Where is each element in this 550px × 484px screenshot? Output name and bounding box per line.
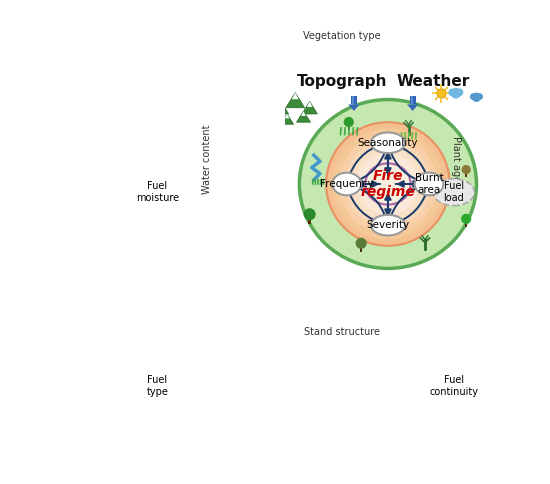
Circle shape (451, 88, 461, 99)
Circle shape (304, 208, 316, 220)
Text: Seasonality: Seasonality (358, 138, 418, 148)
Circle shape (351, 147, 425, 221)
Text: Weather: Weather (397, 74, 470, 89)
Ellipse shape (371, 133, 405, 153)
Text: Fuel
continuity: Fuel continuity (430, 375, 478, 396)
Circle shape (437, 89, 446, 98)
Text: Fuel
type: Fuel type (146, 375, 168, 396)
Text: Fire
regime: Fire regime (361, 169, 415, 199)
Circle shape (332, 128, 443, 240)
Circle shape (448, 89, 456, 96)
Text: Water content: Water content (202, 124, 212, 194)
Bar (348, 124, 350, 130)
Circle shape (474, 92, 480, 99)
Text: Fuel
load: Fuel load (443, 182, 464, 203)
Text: Frequency: Frequency (320, 179, 373, 189)
Circle shape (345, 141, 431, 227)
Circle shape (461, 214, 471, 224)
Ellipse shape (299, 100, 476, 269)
Circle shape (476, 93, 483, 100)
Circle shape (452, 88, 459, 95)
Text: Fuel
moisture: Fuel moisture (136, 182, 179, 203)
Polygon shape (301, 111, 306, 116)
Ellipse shape (415, 173, 443, 196)
Circle shape (338, 135, 437, 233)
Ellipse shape (371, 215, 405, 235)
Ellipse shape (433, 372, 475, 399)
Ellipse shape (332, 173, 361, 196)
Polygon shape (348, 105, 360, 111)
Circle shape (356, 238, 367, 249)
Circle shape (326, 122, 450, 246)
Polygon shape (280, 114, 294, 124)
Circle shape (461, 165, 471, 174)
Polygon shape (307, 102, 312, 107)
Bar (309, 216, 311, 224)
Polygon shape (407, 105, 419, 111)
Text: Plant age: Plant age (451, 136, 461, 182)
Bar (352, 96, 354, 105)
Circle shape (357, 153, 419, 215)
Ellipse shape (433, 179, 475, 206)
Polygon shape (285, 114, 289, 118)
Text: Vegetation type: Vegetation type (302, 30, 381, 41)
Polygon shape (296, 111, 311, 122)
Circle shape (455, 89, 463, 96)
Polygon shape (278, 102, 284, 107)
Bar (410, 96, 413, 105)
Text: Burnt
area: Burnt area (415, 173, 443, 195)
Circle shape (344, 117, 354, 127)
Polygon shape (302, 102, 317, 114)
Polygon shape (273, 102, 289, 114)
Bar (360, 245, 362, 252)
Circle shape (470, 93, 477, 100)
Ellipse shape (137, 179, 178, 206)
Polygon shape (292, 92, 299, 99)
Bar (351, 96, 357, 105)
Text: Stand structure: Stand structure (304, 327, 380, 337)
Text: Topograph: Topograph (298, 74, 388, 89)
Text: Severity: Severity (366, 220, 410, 230)
Bar (465, 221, 468, 227)
Ellipse shape (365, 164, 410, 205)
Ellipse shape (137, 372, 178, 399)
Circle shape (472, 93, 481, 102)
Bar (465, 171, 467, 177)
Bar (410, 96, 416, 105)
Polygon shape (286, 92, 305, 108)
